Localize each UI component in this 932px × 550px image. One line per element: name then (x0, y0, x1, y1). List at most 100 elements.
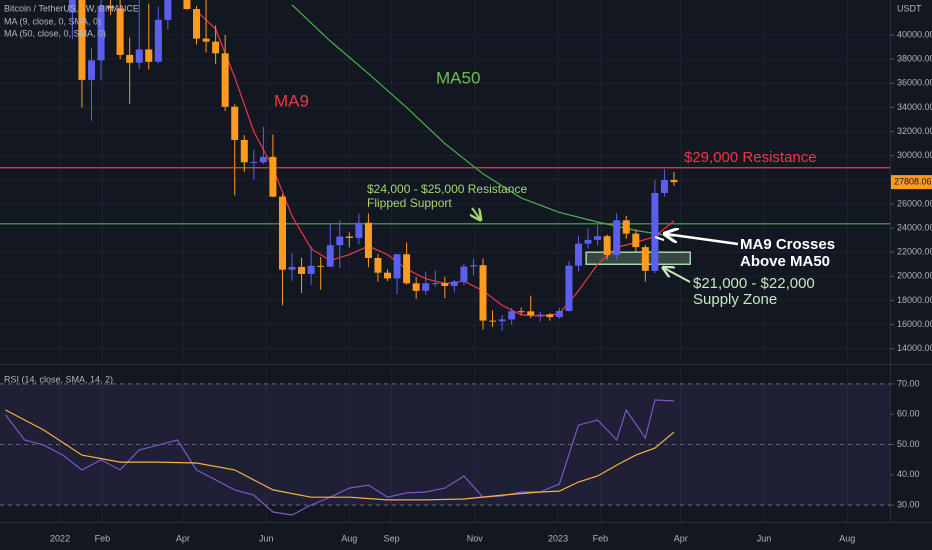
x-tick-label: Sep (384, 533, 400, 543)
annotation: MA9 (274, 91, 309, 110)
candle-body (594, 236, 602, 240)
candle-body (555, 310, 563, 318)
arrow (472, 207, 480, 219)
candle-body (441, 283, 449, 286)
candle-body (154, 19, 162, 62)
y-tick-label: 24000.00 (897, 222, 932, 232)
candle-body (116, 8, 124, 55)
candle-body (584, 239, 592, 244)
rsi-band (0, 383, 890, 506)
supply-zone (585, 251, 691, 266)
candle-body (126, 54, 134, 63)
candle-body (78, 0, 86, 80)
candle-body (364, 222, 372, 258)
y-tick-label: 70.00 (897, 378, 920, 388)
x-tick-label: Jun (259, 533, 274, 543)
y-tick-label: 40000.00 (897, 29, 932, 39)
x-tick-label: Nov (467, 533, 484, 543)
candle-body (250, 161, 258, 163)
candle-body (231, 106, 239, 140)
candle-body (355, 222, 363, 238)
annotations: MA9 MA50 $29,000 Resistance $24,000 - $2… (274, 68, 835, 307)
candle-body (374, 257, 382, 273)
candle-body (670, 180, 678, 183)
candle-body (212, 41, 220, 54)
candle-body (164, 0, 172, 20)
y-tick-label: 40.00 (897, 469, 920, 479)
y-tick-label: 20000.00 (897, 271, 932, 281)
y-tick-label: 14000.00 (897, 343, 932, 353)
candle-body (575, 243, 582, 266)
annotation: $24,000 - $25,000 Resistance (367, 182, 527, 196)
y-tick-label: 50.00 (897, 439, 920, 449)
annotation: $21,000 - $22,000 (693, 275, 815, 292)
candle-body (298, 266, 306, 274)
annotation: Supply Zone (693, 291, 777, 308)
candle-body (221, 53, 229, 107)
candle-body (622, 220, 630, 234)
annotation: Flipped Support (367, 196, 452, 210)
candle-body (498, 319, 506, 322)
candle-body (422, 283, 430, 291)
y-tick-label: 60.00 (897, 409, 920, 419)
y-tick-label: 34000.00 (897, 102, 932, 112)
candle-body (193, 9, 201, 39)
candle-body (393, 254, 401, 279)
x-tick-label: Apr (674, 533, 688, 543)
candle-body (135, 49, 143, 63)
x-tick-label: Feb (593, 533, 609, 543)
x-tick-label: 2022 (50, 533, 70, 543)
y-tick-label: 38000.00 (897, 54, 932, 64)
candle-body (517, 311, 525, 313)
candle-body (145, 49, 153, 62)
y-tick-label: 30000.00 (897, 150, 932, 160)
annotation: Above MA50 (740, 253, 830, 270)
candle-body (317, 265, 325, 267)
candle-body (450, 281, 458, 286)
candle-body (278, 196, 286, 270)
series-line (5, 409, 675, 501)
annotation: MA50 (436, 68, 480, 87)
candle-body (269, 156, 277, 197)
candle-body (613, 220, 621, 255)
x-tick-label: Aug (839, 533, 855, 543)
candle-body (326, 245, 334, 267)
x-tick-label: Jun (757, 533, 772, 543)
y-axis-label: USDT (897, 3, 922, 13)
candle-body (508, 311, 516, 320)
y-tick-label: 30.00 (897, 499, 920, 509)
candle-body (240, 139, 248, 163)
candle-body (632, 233, 640, 248)
series-line (291, 4, 675, 238)
candle-body (565, 265, 573, 311)
candle-body (489, 320, 497, 322)
y-tick-label: 16000.00 (897, 319, 932, 329)
candle-body (202, 38, 210, 42)
last-price-label: 27808.06 (894, 176, 932, 186)
arrow (664, 268, 691, 283)
rsi-pane (0, 367, 890, 522)
y-tick-label: 18000.00 (897, 295, 932, 305)
candle-body (660, 180, 668, 193)
candle-body (345, 236, 353, 238)
annotation: $29,000 Resistance (684, 149, 817, 166)
candle-body (431, 283, 439, 285)
chart-title: Bitcoin / TetherUS, 1W, BINANCE (4, 3, 139, 13)
candle-body (68, 0, 76, 13)
y-tick-label: 22000.00 (897, 247, 932, 257)
candle-body (183, 0, 191, 10)
candle-body (307, 265, 315, 274)
annotation: MA9 Crosses (740, 236, 835, 253)
x-tick-label: 2023 (548, 533, 568, 543)
candle-body (469, 265, 477, 267)
pane-title: RSI (14, close, SMA, 14, 2) (4, 374, 113, 384)
candle-body (651, 192, 659, 271)
candle-body (412, 283, 420, 291)
candle-body (336, 236, 344, 246)
candle-body (460, 266, 468, 282)
candle-body (288, 266, 296, 270)
last-price-box (891, 175, 932, 190)
candle-body (384, 272, 392, 279)
legend-entry: MA (9, close, 0, SMA, 0) (4, 16, 101, 26)
